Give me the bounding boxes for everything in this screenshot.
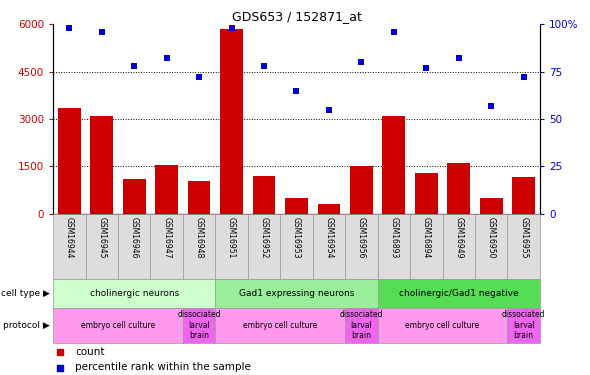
Bar — [378, 279, 540, 308]
Bar — [53, 308, 183, 343]
Bar — [280, 214, 313, 279]
Bar — [512, 177, 535, 214]
Bar — [442, 214, 475, 279]
Text: percentile rank within the sample: percentile rank within the sample — [75, 363, 251, 372]
Text: count: count — [75, 347, 104, 357]
Point — [259, 63, 268, 69]
Bar — [382, 116, 405, 214]
Text: embryo cell culture: embryo cell culture — [81, 321, 155, 330]
Bar — [58, 108, 81, 214]
Text: GSM16956: GSM16956 — [357, 217, 366, 258]
Text: cholinergic/Gad1 negative: cholinergic/Gad1 negative — [399, 289, 519, 298]
Point — [64, 25, 74, 31]
Text: Gad1 expressing neurons: Gad1 expressing neurons — [239, 289, 354, 298]
Bar — [183, 308, 215, 343]
Text: GSM16955: GSM16955 — [519, 217, 528, 258]
Text: GSM16945: GSM16945 — [97, 217, 106, 258]
Bar — [220, 29, 243, 214]
Text: GSM16953: GSM16953 — [292, 217, 301, 258]
Point — [162, 56, 171, 62]
Bar — [480, 198, 503, 214]
Text: GSM16947: GSM16947 — [162, 217, 171, 258]
Text: protocol ▶: protocol ▶ — [4, 321, 50, 330]
Text: cholinergic neurons: cholinergic neurons — [90, 289, 179, 298]
Text: GSM16893: GSM16893 — [389, 217, 398, 258]
Text: dissociated
larval
brain: dissociated larval brain — [178, 310, 221, 340]
Title: GDS653 / 152871_at: GDS653 / 152871_at — [231, 10, 362, 23]
Bar — [183, 214, 215, 279]
Text: embryo cell culture: embryo cell culture — [243, 321, 317, 330]
Bar — [507, 308, 540, 343]
Text: cell type ▶: cell type ▶ — [1, 289, 50, 298]
Text: dissociated
larval
brain: dissociated larval brain — [502, 310, 545, 340]
Point — [227, 25, 236, 31]
Point — [291, 88, 301, 94]
Point — [421, 65, 431, 71]
Bar — [215, 279, 378, 308]
Point — [129, 63, 139, 69]
Bar — [215, 214, 248, 279]
Point — [55, 364, 65, 370]
Text: dissociated
larval
brain: dissociated larval brain — [340, 310, 383, 340]
Bar — [53, 214, 86, 279]
Text: embryo cell culture: embryo cell culture — [405, 321, 480, 330]
Bar — [350, 166, 373, 214]
Bar — [415, 173, 438, 214]
Point — [97, 29, 106, 35]
Text: GSM16946: GSM16946 — [130, 217, 139, 258]
Point — [454, 56, 463, 62]
Text: GSM16954: GSM16954 — [324, 217, 333, 258]
Bar — [313, 214, 345, 279]
Text: GSM16949: GSM16949 — [454, 217, 463, 258]
Bar — [345, 214, 378, 279]
Bar — [53, 279, 215, 308]
Bar — [215, 308, 345, 343]
Point — [389, 29, 398, 35]
Bar — [118, 214, 150, 279]
Bar — [447, 163, 470, 214]
Bar — [150, 214, 183, 279]
Point — [486, 103, 496, 109]
Bar — [123, 179, 146, 214]
Bar — [345, 308, 378, 343]
Bar — [248, 214, 280, 279]
Text: GSM16951: GSM16951 — [227, 217, 236, 258]
Text: GSM16948: GSM16948 — [195, 217, 204, 258]
Bar — [253, 176, 276, 214]
Text: GSM16944: GSM16944 — [65, 217, 74, 258]
Bar — [410, 214, 442, 279]
Bar — [475, 214, 507, 279]
Text: GSM16950: GSM16950 — [487, 217, 496, 258]
Bar — [317, 204, 340, 214]
Point — [55, 349, 65, 355]
Text: GSM16952: GSM16952 — [260, 217, 268, 258]
Text: GSM16894: GSM16894 — [422, 217, 431, 258]
Bar — [86, 214, 118, 279]
Point — [519, 74, 528, 80]
Point — [194, 74, 204, 80]
Bar — [507, 214, 540, 279]
Bar — [378, 214, 410, 279]
Bar — [188, 181, 211, 214]
Point — [356, 59, 366, 65]
Bar — [90, 116, 113, 214]
Bar — [155, 165, 178, 214]
Bar — [285, 198, 308, 214]
Point — [324, 106, 333, 112]
Bar — [378, 308, 507, 343]
